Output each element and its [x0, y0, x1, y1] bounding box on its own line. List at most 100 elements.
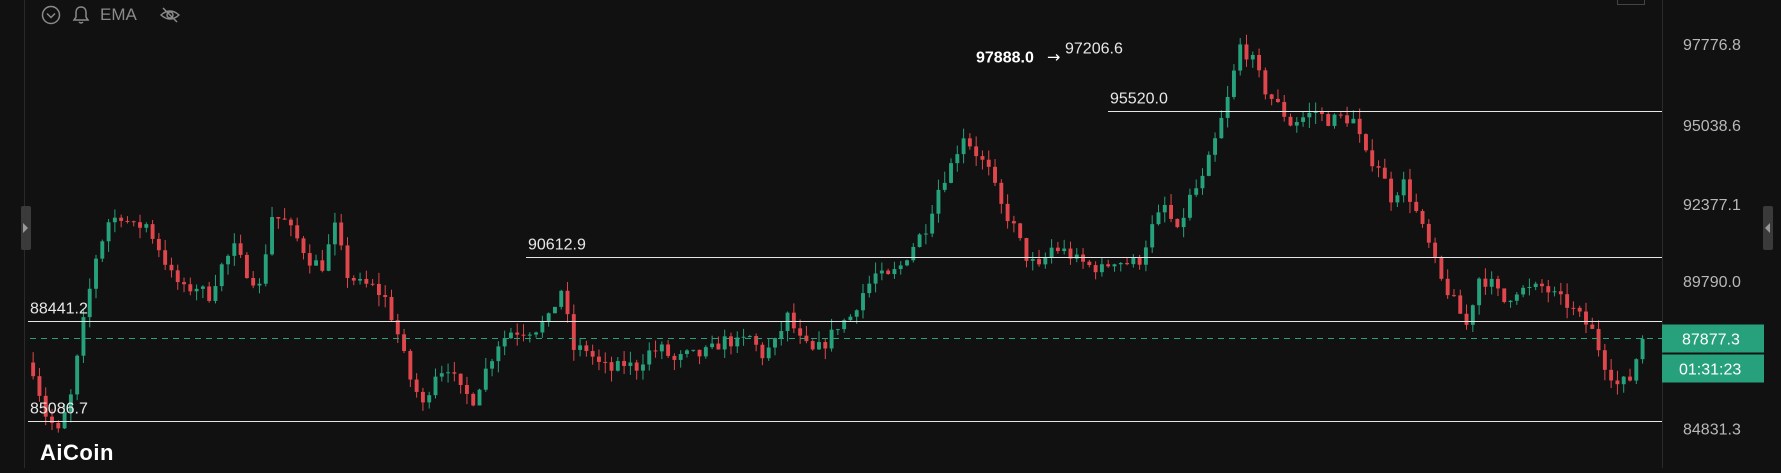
- candle-body: [464, 385, 469, 394]
- candle-body: [175, 270, 180, 283]
- chart-settings-button[interactable]: [1617, 0, 1645, 5]
- candle-body: [1087, 261, 1092, 266]
- candle: [622, 351, 627, 374]
- candle: [1521, 285, 1526, 298]
- candle: [251, 271, 256, 289]
- candle: [1030, 251, 1035, 271]
- candle-body: [1319, 111, 1324, 115]
- candle: [873, 262, 878, 293]
- candle: [345, 237, 350, 288]
- candle-body: [182, 282, 186, 285]
- candle: [188, 277, 193, 296]
- candle: [559, 289, 564, 310]
- candle-body: [521, 334, 526, 336]
- candle: [735, 331, 740, 353]
- candle: [131, 220, 136, 227]
- candle-body: [1382, 167, 1387, 179]
- candle-body: [791, 312, 796, 329]
- candle: [1546, 279, 1551, 303]
- candle-body: [892, 269, 897, 275]
- candle: [1301, 111, 1306, 127]
- candle: [138, 214, 142, 239]
- candle-body: [1577, 307, 1582, 312]
- candle-body: [1037, 259, 1041, 265]
- candle: [1514, 291, 1519, 305]
- candles: [31, 34, 1645, 433]
- candle-body: [540, 322, 545, 333]
- candle-body: [1011, 221, 1016, 224]
- candle: [1370, 139, 1375, 172]
- candle-body: [1628, 376, 1632, 381]
- candle: [490, 358, 495, 377]
- candle-body: [1112, 264, 1117, 267]
- candle: [911, 243, 916, 263]
- candle-body: [861, 293, 865, 311]
- candle-body: [1099, 264, 1104, 273]
- candle-body: [307, 253, 312, 266]
- candle: [1282, 95, 1287, 122]
- candle: [464, 376, 469, 405]
- candle-body: [930, 213, 935, 234]
- collapse-left-handle[interactable]: [21, 206, 31, 250]
- eye-off-icon[interactable]: [159, 4, 181, 26]
- candle: [1238, 38, 1243, 76]
- candle-body: [50, 416, 54, 423]
- candle: [1219, 110, 1224, 139]
- candle: [496, 341, 501, 373]
- candle-body: [402, 334, 407, 352]
- candle-body: [1533, 283, 1538, 288]
- candle-body: [634, 362, 639, 371]
- candle-body: [508, 332, 513, 339]
- candle: [729, 332, 733, 355]
- candle-body: [666, 344, 671, 356]
- candle-body: [194, 288, 199, 292]
- candle: [1489, 271, 1494, 295]
- candle: [1087, 259, 1092, 268]
- candle-body: [1389, 178, 1394, 203]
- collapse-right-handle[interactable]: [1763, 206, 1773, 250]
- price-level: 95520.0: [1108, 91, 1662, 112]
- candle: [119, 214, 124, 228]
- candle-body: [207, 286, 212, 301]
- candle: [773, 337, 777, 356]
- candle: [1326, 110, 1331, 127]
- candle-body: [263, 254, 268, 284]
- candle: [1533, 281, 1538, 291]
- candle: [1552, 286, 1557, 297]
- candle-body: [1206, 154, 1211, 176]
- candle-body: [125, 220, 130, 222]
- candle: [1118, 262, 1123, 272]
- candle-body: [376, 283, 381, 296]
- candle: [785, 311, 790, 342]
- candle: [917, 233, 922, 248]
- candle: [993, 159, 997, 187]
- indicator-label[interactable]: EMA: [100, 5, 137, 24]
- candle: [446, 363, 451, 383]
- candle: [1357, 108, 1362, 143]
- candle-body: [188, 284, 193, 292]
- aicoin-watermark: AiCoin: [40, 440, 114, 465]
- bell-icon[interactable]: [70, 4, 92, 26]
- chevron-down-circle-icon[interactable]: [40, 4, 62, 26]
- candle-body: [119, 217, 124, 221]
- candle: [1313, 102, 1318, 124]
- candle: [1024, 237, 1029, 268]
- candle-body: [1074, 254, 1079, 259]
- candle: [1043, 252, 1048, 269]
- candle: [75, 354, 80, 401]
- candle-body: [1118, 263, 1123, 265]
- candle-body: [571, 314, 576, 350]
- candle: [999, 179, 1004, 214]
- candle: [1540, 279, 1544, 293]
- candle: [1364, 133, 1368, 153]
- candle-body: [1169, 204, 1174, 219]
- candle-body: [722, 336, 727, 350]
- candle-body: [867, 283, 872, 294]
- candle: [1181, 208, 1186, 238]
- candle: [213, 274, 218, 304]
- candle-body: [980, 156, 985, 160]
- candle-body: [691, 349, 696, 351]
- candle-body: [716, 343, 721, 350]
